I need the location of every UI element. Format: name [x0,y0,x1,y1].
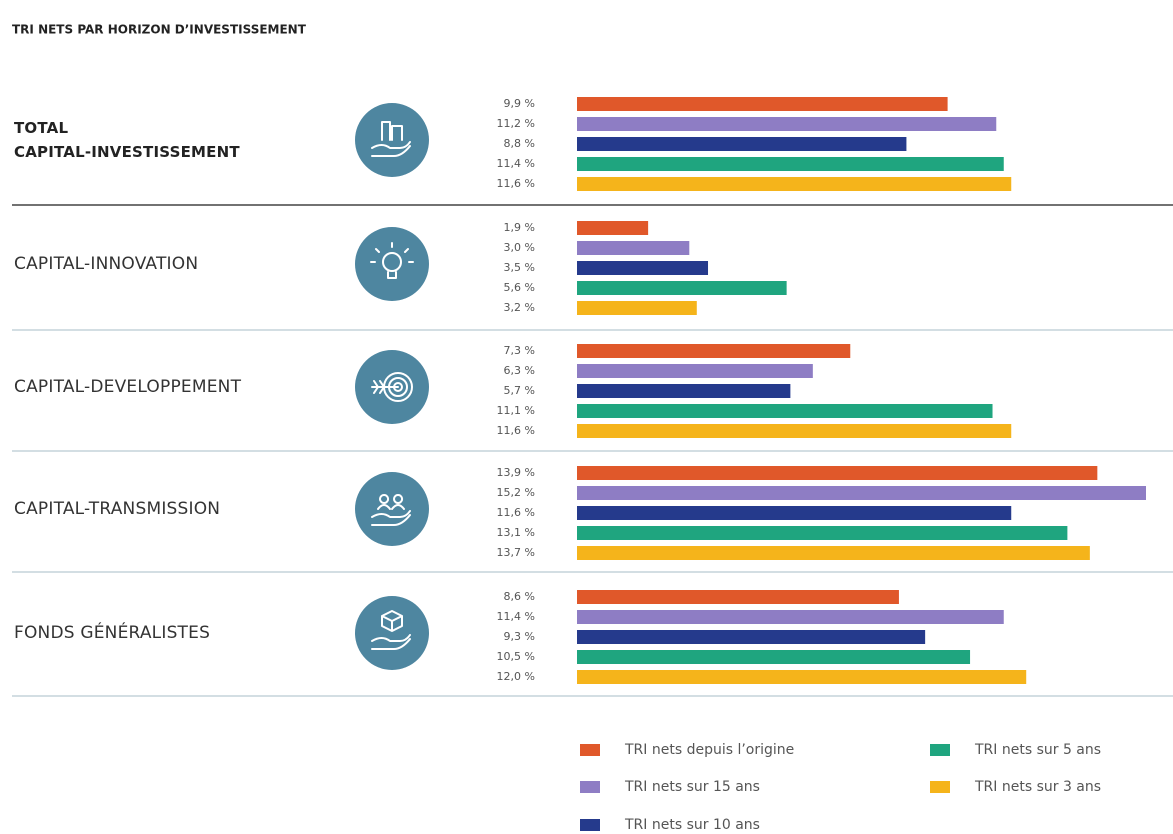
icon-arrow [371,380,399,394]
category-icon [355,472,429,546]
category-icon [355,103,429,177]
icon-rays [370,242,414,263]
bar [577,424,1012,438]
category-label: FONDS GÉNÉRALISTES [14,623,211,643]
value-label: 11,4 % [497,157,535,170]
bar [577,610,1004,624]
value-label: 11,4 % [497,610,535,623]
icon-hand [371,634,411,650]
category-label: TOTAL CAPITAL-INVESTISSEMENT [14,119,240,161]
legend-label: TRI nets sur 5 ans [974,742,1101,758]
icon-hand [371,141,411,157]
category-label: CAPITAL-DEVELOPPEMENT [14,377,242,397]
bar [577,221,649,235]
bar [577,137,907,151]
value-label: 3,2 % [504,301,535,314]
value-label: 8,8 % [504,137,535,150]
bar [577,590,899,604]
bar [577,486,1146,500]
legend-swatch [580,819,600,831]
value-label: 11,6 % [497,424,535,437]
icon-circle [355,227,429,301]
value-label: 3,0 % [504,241,535,254]
bar [577,546,1090,560]
legend-label: TRI nets depuis l’origine [624,742,794,758]
value-label: 5,7 % [504,384,535,397]
bar [577,650,971,664]
value-label: 11,6 % [497,177,535,190]
value-label: 6,3 % [504,364,535,377]
icon-hand [371,510,411,526]
value-label: 11,1 % [497,404,535,417]
bar [577,281,787,295]
value-label: 10,5 % [497,650,535,663]
legend-swatch [930,781,950,793]
icon-box [381,610,403,632]
legend-swatch [930,744,950,756]
legend-swatch [580,744,600,756]
category-icon [355,596,429,670]
value-label: 8,6 % [504,590,535,603]
legend-label: TRI nets sur 10 ans [624,817,760,833]
category-icon [355,227,429,301]
bar [577,117,997,131]
bar [577,177,1012,191]
value-label: 3,5 % [504,261,535,274]
bar [577,466,1098,480]
value-label: 11,2 % [497,117,535,130]
bar [577,157,1004,171]
bar [577,404,993,418]
category-label: CAPITAL-TRANSMISSION [14,499,221,519]
chart-title: TRI NETS PAR HORIZON D’INVESTISSEMENT [12,23,307,37]
value-label: 1,9 % [504,221,535,234]
value-label: 13,1 % [497,526,535,539]
category-icon [355,350,429,424]
value-label: 12,0 % [497,670,535,683]
bar [577,301,697,315]
icon-circle [355,596,429,670]
icon-building [381,121,403,141]
value-label: 5,6 % [504,281,535,294]
value-label: 11,6 % [497,506,535,519]
value-label: 9,9 % [504,97,535,110]
value-label: 13,7 % [497,546,535,559]
bar [577,630,926,644]
bar [577,384,791,398]
bar [577,670,1027,684]
category-label: CAPITAL-INNOVATION [14,254,199,274]
value-label: 9,3 % [504,630,535,643]
legend-label: TRI nets sur 15 ans [624,779,760,795]
bar [577,364,813,378]
value-label: 13,9 % [497,466,535,479]
legend-label: TRI nets sur 3 ans [974,779,1101,795]
bar [577,344,851,358]
bar [577,97,948,111]
value-label: 7,3 % [504,344,535,357]
bar [577,261,709,275]
bar [577,526,1068,540]
icon-people [377,494,405,510]
bar [577,241,690,255]
value-label: 15,2 % [497,486,535,499]
icon-bulb [382,252,402,272]
legend-swatch [580,781,600,793]
icon-bulb-base [387,271,397,279]
bar [577,506,1012,520]
